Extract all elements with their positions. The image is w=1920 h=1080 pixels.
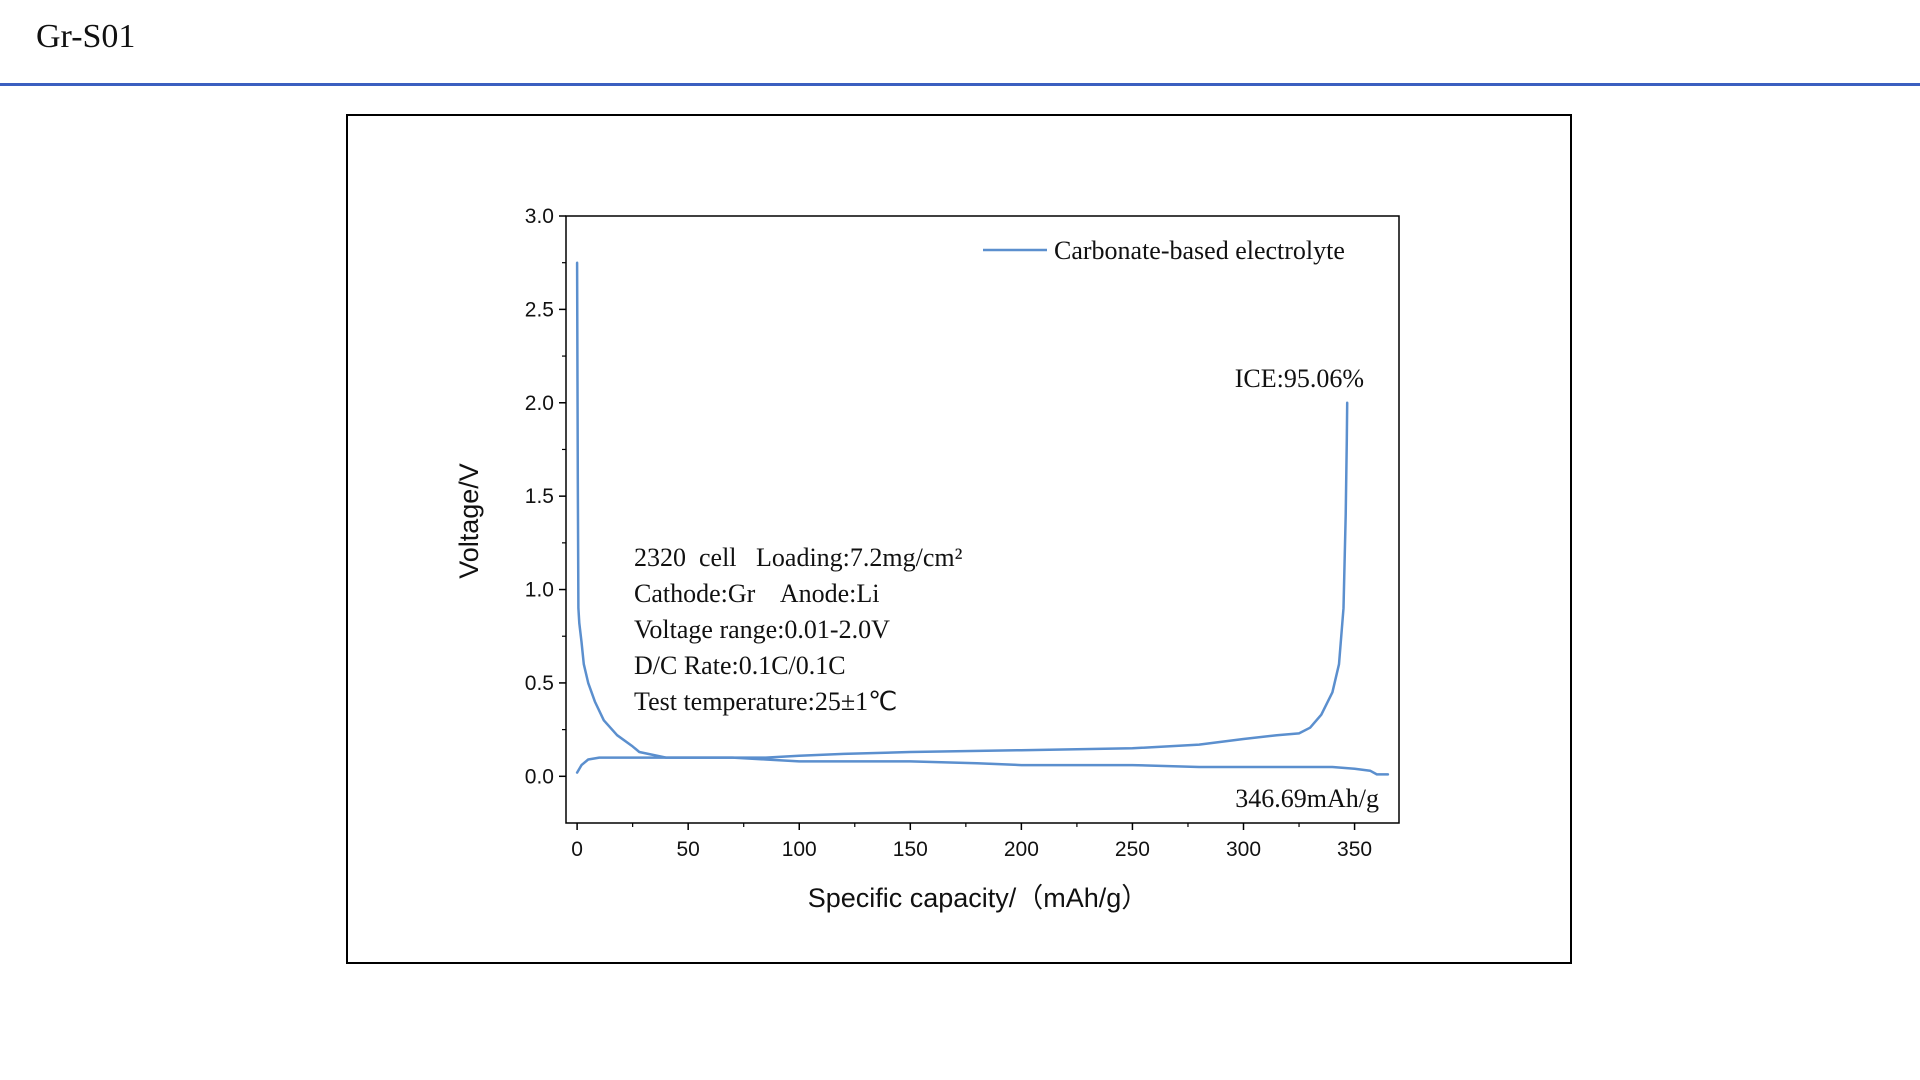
y-tick-label: 0.5	[525, 672, 554, 695]
y-axis: 0.0 0.5 1.0 1.5 2.0 2.5 3.0	[525, 205, 566, 788]
ice-annotation: ICE:95.06%	[1235, 364, 1364, 393]
x-axis: 0 50 100 150 200 250 300 350	[571, 823, 1372, 861]
slide-title: Gr-S01	[36, 18, 136, 55]
y-tick-label: 2.0	[525, 392, 554, 415]
x-tick-label: 200	[1004, 838, 1039, 861]
legend-label: Carbonate-based electrolyte	[1054, 236, 1345, 265]
x-tick-label: 0	[571, 838, 583, 861]
charge-curve	[575, 401, 1349, 774]
info-line-voltage-range: Voltage range:0.01-2.0V	[634, 615, 890, 644]
y-tick-label: 0.0	[525, 765, 554, 788]
x-tick-label: 150	[893, 838, 928, 861]
y-tick-label: 1.0	[525, 579, 554, 602]
capacity-annotation: 346.69mAh/g	[1235, 784, 1379, 813]
info-line-temperature: Test temperature:25±1℃	[634, 687, 897, 716]
x-tick-label: 250	[1115, 838, 1150, 861]
x-axis-title: Specific capacity/（mAh/g）	[808, 883, 1149, 913]
x-tick-label: 50	[676, 838, 699, 861]
y-tick-label: 2.5	[525, 298, 554, 321]
x-tick-label: 350	[1337, 838, 1372, 861]
y-axis-title: Voltage/V	[454, 463, 484, 579]
info-line-rate: D/C Rate:0.1C/0.1C	[634, 651, 846, 680]
figure-frame: 0 50 100 150 200 250 300 350 0.0 0.5 1.0 1.5 2.0 2.5…	[346, 114, 1572, 964]
series-layer	[575, 261, 1390, 776]
x-tick-label: 300	[1226, 838, 1261, 861]
voltage-capacity-chart: 0 50 100 150 200 250 300 350 0.0 0.5 1.0 1.5 2.0 2.5…	[454, 205, 1400, 913]
title-divider	[0, 83, 1920, 86]
y-tick-label: 3.0	[525, 205, 554, 228]
y-tick-label: 1.5	[525, 485, 554, 508]
info-line-electrodes: Cathode:Gr Anode:Li	[634, 579, 880, 608]
x-tick-label: 100	[782, 838, 817, 861]
info-line-cell: 2320 cell Loading:7.2mg/cm²	[634, 543, 963, 572]
plot-area-frame	[565, 215, 1400, 824]
discharge-curve	[575, 261, 1390, 776]
